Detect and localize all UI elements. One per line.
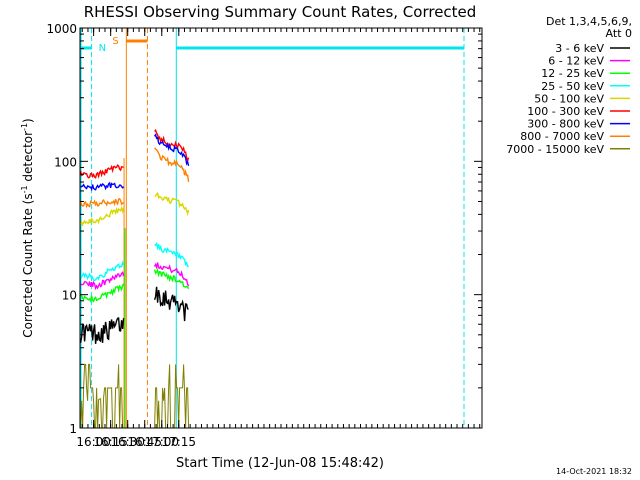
- x-tick-label-5: 17:15: [161, 435, 196, 449]
- legend-label-1: 6 - 12 keV: [548, 55, 604, 68]
- legend-label-6: 300 - 800 keV: [527, 118, 604, 131]
- series-line-800-7000-kev-seg2: [154, 147, 190, 182]
- y-axis-label-sup2: -1: [20, 123, 29, 131]
- series-line-100-300-kev-seg1: [79, 163, 124, 179]
- legend-label-4: 50 - 100 keV: [534, 92, 604, 105]
- legend-label-3: 25 - 50 keV: [541, 80, 604, 93]
- y-tick-label-3: 1000: [46, 22, 77, 36]
- series-line-3-6-kev-seg1: [79, 317, 125, 344]
- y-axis-label-part1: Corrected Count Rate (s: [21, 193, 35, 337]
- y-axis-label-part3: ): [21, 118, 35, 123]
- legend-label-7: 800 - 7000 keV: [520, 130, 604, 143]
- series-line-300-800-kev-seg1: [80, 181, 125, 192]
- timestamp: 14-Oct-2021 18:32: [556, 467, 632, 476]
- series-line-300-800-kev-seg2: [154, 133, 190, 166]
- series-line-25-50-kev-seg1: [80, 260, 125, 282]
- y-tick-label-0: 1: [69, 422, 77, 436]
- legend-label-2: 12 - 25 keV: [541, 67, 604, 80]
- x-tick-label-2: 16:30: [110, 435, 145, 449]
- y-axis-label-part2: detector: [21, 131, 35, 186]
- saa-label: S: [112, 36, 118, 47]
- legend-header-line1: Det 1,3,4,5,6,9,: [546, 15, 632, 28]
- x-tick-label-1: 16:15: [93, 435, 128, 449]
- series-line-25-50-kev-seg2: [154, 241, 189, 268]
- chart-title: RHESSI Observing Summary Count Rates, Co…: [84, 3, 477, 21]
- x-axis-label: Start Time (12-Jun-08 15:48:42): [176, 456, 384, 471]
- legend-label-8: 7000 - 15000 keV: [506, 143, 604, 156]
- legend-label-5: 100 - 300 keV: [527, 105, 604, 118]
- x-tick-label-4: 17:00: [144, 435, 179, 449]
- x-tick-label-3: 16:45: [127, 435, 162, 449]
- y-axis-label-sup1: -1: [20, 185, 29, 193]
- series-line-6-12-kev-seg2: [153, 262, 190, 287]
- y-axis-label: Corrected Count Rate (s-1 detector-1): [20, 118, 35, 337]
- y-tick-label-1: 10: [62, 289, 77, 303]
- series-line-3-6-kev-seg2: [153, 286, 189, 322]
- x-tick-label-0: 16:00: [76, 435, 111, 449]
- series-line-6-12-kev-seg1: [80, 271, 125, 291]
- y-tick-label-2: 100: [54, 155, 77, 169]
- legend-label-0: 3 - 6 keV: [555, 42, 604, 55]
- series-line-50-100-kev-seg1: [79, 205, 125, 227]
- plot-area: NS: [79, 28, 465, 429]
- series-line-12-25-kev-seg1: [80, 283, 125, 303]
- series-line-800-7000-kev-seg1: [79, 197, 125, 209]
- series-line-50-100-kev-seg2: [154, 191, 190, 217]
- series-line-100-300-kev-seg2: [154, 128, 190, 164]
- night-label: N: [99, 43, 106, 54]
- series-line-12-25-kev-seg2: [153, 267, 190, 290]
- legend-header-line2: Att 0: [606, 27, 632, 40]
